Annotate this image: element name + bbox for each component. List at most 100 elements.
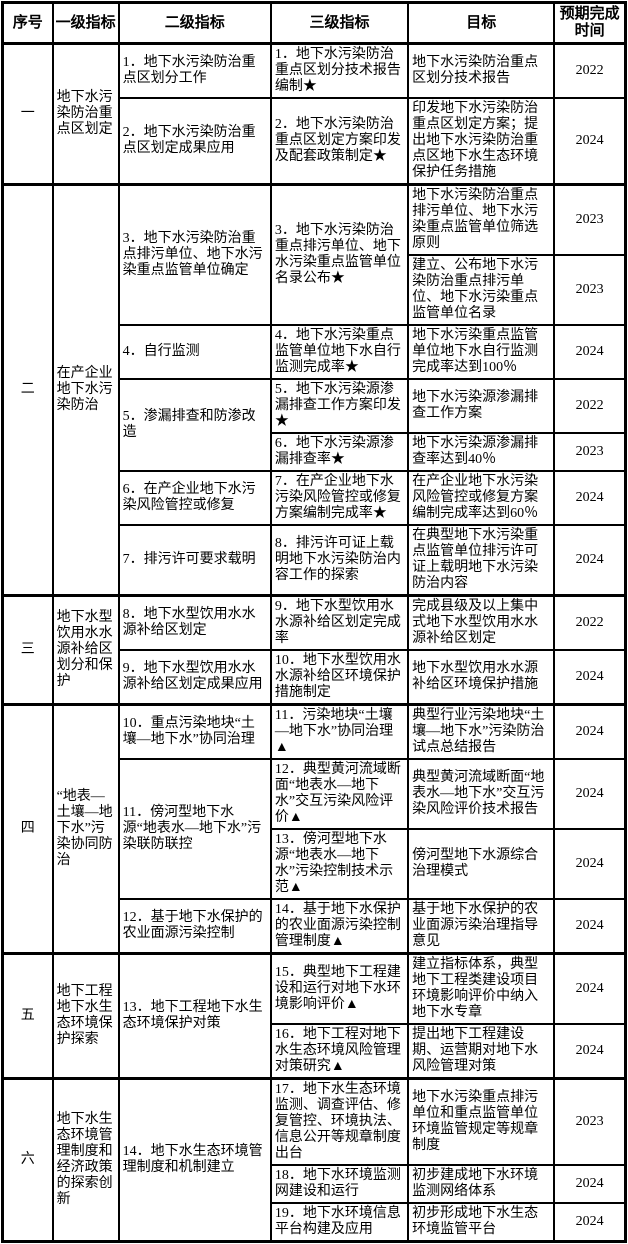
level3-cell: 17．地下水生态环境监测、调查评估、修复管控、环境执法、信息公开等规章制度出台 [269,1077,410,1166]
level3-cell: 10．地下水型饮用水水源补给区环境保护措施制定 [269,649,410,706]
level3-cell: 2．地下水污染防治重点区划定方案印发及配套政策制定★ [269,97,410,186]
target-cell: 建立指标体系，典型地下工程类建设项目环境影响评价中纳入地下水专章 [407,952,556,1025]
col-header-target: 目标 [407,1,556,45]
target-cell: 地下水污染防治重点排污单位、地下水污染重点监管单位筛选原则 [407,183,556,256]
table-row: 建立、公布地下水污染防治重点排污单位、地下水污染重点监管单位名录 2023 [3,254,627,326]
header-row: 序号 一级指标 二级指标 三级指标 目标 预期完成时间 [1,1,627,45]
table-row: 六 地下水生态环境管理制度和经济政策的探索创新 14．地下水生态环境管理制度和机… [1,1077,627,1243]
level2-cell: 2．地下水污染防治重点区划定成果应用 [117,97,272,186]
level2-cell: 12．基于地下水保护的农业面源污染控制 [117,898,272,955]
level1-cell: 地下水污染防治重点区划定 [51,42,120,186]
level2-cell: 13．地下工程地下水生态环境保护对策 [117,952,272,1080]
section-index-cell: 二 [1,183,54,597]
table-row: 12．基于地下水保护的农业面源污染控制 14．基于地下水保护的农业面源污染控制管… [3,898,627,955]
level3-cell: 15．典型地下工程建设和运行对地下水环境影响评价▲ [269,952,410,1025]
table-row: 5．渗漏排查和防渗改造 5．地下水污染源渗漏排查工作方案印发★ 地下水污染源渗漏… [3,378,627,472]
level3-cell: 18．地下水环境监测网建设和运行 [269,1164,410,1204]
level3-cell: 9．地下水型饮用水水源补给区划定完成率 [269,594,410,651]
section-index-cell: 六 [1,1077,54,1243]
target-cell: 初步形成地下水生态环境监管平台 [407,1202,556,1243]
target-cell: 完成县级及以上集中式地下水型饮用水水源补给区划定 [407,594,556,651]
section-index-cell: 四 [1,703,54,955]
target-cell: 基于地下水保护的农业面源污染治理指导意见 [407,898,556,955]
level1-cell: “地表—土壤—地下水”污染协同防治 [51,703,120,955]
year-cell: 2024 [553,470,627,526]
level2-cell: 3．地下水污染防治重点排污单位、地下水污染重点监管单位确定 [117,183,272,326]
year-cell: 2022 [553,594,627,651]
target-cell: 印发地下水污染防治重点区划定方案；提出地下水污染防治重点区地下水生态环境保护任务… [407,97,556,186]
section-index-cell: 一 [1,42,54,186]
table-row: 二 在产企业地下水污染防治 3．地下水污染防治重点排污单位、地下水污染重点监管单… [1,183,627,597]
year-cell: 2024 [553,324,627,380]
level3-cell: 6．地下水污染源渗漏排查率★ [269,432,410,472]
level2-cell: 11．傍河型地下水源“地表水—地下水”污染联防联控 [117,758,272,900]
col-header-level2: 二级指标 [117,1,272,45]
level3-cell: 5．地下水污染源渗漏排查工作方案印发★ [269,378,410,434]
level3-cell: 16．地下工程对地下水生态环境风险管理对策研究▲ [269,1023,410,1080]
year-cell: 2024 [553,649,627,706]
table-row: 四 “地表—土壤—地下水”污染协同防治 10．重点污染地块“土壤—地下水”协同治… [1,703,627,955]
level2-cell: 9．地下水型饮用水水源补给区划定成果应用 [117,649,272,706]
target-cell: 初步建成地下水环境监测网络体系 [407,1164,556,1204]
target-cell: 典型黄河流域断面“地表水—地下水”交互污染风险评价技术报告 [407,758,556,830]
level1-cell: 地下水型饮用水水源补给区划分和保护 [51,594,120,706]
target-cell: 地下水污染重点监管单位地下水自行监测完成率达到100％ [407,324,556,380]
table-row: 16．地下工程对地下水生态环境风险管理对策研究▲ 提出地下工程建设期、运营期对地… [3,1023,627,1080]
target-cell: 典型行业污染地块“土壤—地下水”污染防治试点总结报告 [407,703,556,760]
year-cell: 2024 [553,952,627,1025]
level3-cell: 12．典型黄河流域断面“地表水—地下水”交互污染风险评价▲ [269,758,410,830]
year-cell: 2023 [553,183,627,256]
level2-cell: 7．排污许可要求载明 [117,524,272,597]
year-cell: 2024 [553,828,627,900]
level2-cell: 10．重点污染地块“土壤—地下水”协同治理 [117,703,272,760]
level2-cell: 1．地下水污染防治重点区划分工作 [117,42,272,99]
target-cell: 提出地下工程建设期、运营期对地下水风险管理对策 [407,1023,556,1080]
target-cell: 建立、公布地下水污染防治重点排污单位、地下水污染重点监管单位名录 [407,254,556,326]
level1-cell: 地下工程地下水生态环境保护探索 [51,952,120,1080]
col-header-seq: 序号 [1,1,54,45]
year-cell: 2024 [553,898,627,955]
level2-cell: 8．地下水型饮用水水源补给区划定 [117,594,272,651]
year-cell: 2024 [553,1023,627,1080]
target-cell: 地下水污染防治重点区划分技术报告 [407,42,556,99]
table-row: 9．地下水型饮用水水源补给区划定成果应用 10．地下水型饮用水水源补给区环境保护… [3,649,627,706]
table-row: 2．地下水污染防治重点区划定成果应用 2．地下水污染防治重点区划定方案印发及配套… [3,97,627,186]
target-cell: 傍河型地下水源综合治理模式 [407,828,556,900]
col-header-level1: 一级指标 [51,1,120,45]
table-row: 4．自行监测 4．地下水污染重点监管单位地下水自行监测完成率★ 地下水污染重点监… [3,324,627,380]
year-cell: 2024 [553,758,627,830]
table-row: 7．排污许可要求载明 8．排污许可证上载明地下水污染防治内容工作的探索 在典型地… [3,524,627,597]
year-cell: 2023 [553,1077,627,1166]
col-header-level3: 三级指标 [269,1,410,45]
level1-cell: 地下水生态环境管理制度和经济政策的探索创新 [51,1077,120,1243]
year-cell: 2024 [553,1202,627,1243]
table-row: 13．傍河型地下水源“地表水—地下水”污染控制技术示范▲ 傍河型地下水源综合治理… [3,828,627,900]
year-cell: 2024 [553,524,627,597]
level3-cell: 8．排污许可证上载明地下水污染防治内容工作的探索 [269,524,410,597]
level3-cell: 11．污染地块“土壤—地下水”协同治理▲ [269,703,410,760]
year-cell: 2022 [553,378,627,434]
level3-cell: 3．地下水污染防治重点排污单位、地下水污染重点监管单位名录公布★ [269,183,410,326]
level3-cell: 19．地下水环境信息平台构建及应用 [269,1202,410,1243]
target-cell: 地下水污染重点排污单位和重点监管单位环境监管规定等规章制度 [407,1077,556,1166]
year-cell: 2023 [553,254,627,326]
target-cell: 地下水污染源渗漏排查率达到40％ [407,432,556,472]
level3-cell: 1．地下水污染防治重点区划分技术报告编制★ [269,42,410,99]
level3-cell: 14．基于地下水保护的农业面源污染控制管理制度▲ [269,898,410,955]
year-cell: 2024 [553,97,627,186]
table-row: 一 地下水污染防治重点区划定 1．地下水污染防治重点区划分工作 1．地下水污染防… [1,42,627,186]
year-cell: 2023 [553,432,627,472]
year-cell: 2022 [553,42,627,99]
table-row: 五 地下工程地下水生态环境保护探索 13．地下工程地下水生态环境保护对策 15．… [1,952,627,1080]
level2-cell: 14．地下水生态环境管理制度和机制建立 [117,1077,272,1243]
level3-cell: 13．傍河型地下水源“地表水—地下水”污染控制技术示范▲ [269,828,410,900]
target-cell: 在产企业地下水污染风险管控或修复方案编制完成率达到60％ [407,470,556,526]
year-cell: 2024 [553,1164,627,1204]
target-cell: 在典型地下水污染重点监管单位排污许可证上载明地下水污染防治内容 [407,524,556,597]
level3-cell: 4．地下水污染重点监管单位地下水自行监测完成率★ [269,324,410,380]
col-header-deadline: 预期完成时间 [553,1,627,45]
table-row: 11．傍河型地下水源“地表水—地下水”污染联防联控 12．典型黄河流域断面“地表… [3,758,627,900]
table-row: 6．在产企业地下水污染风险管控或修复 7．在产企业地下水污染风险管控或修复方案编… [3,470,627,526]
level1-cell: 在产企业地下水污染防治 [51,183,120,597]
